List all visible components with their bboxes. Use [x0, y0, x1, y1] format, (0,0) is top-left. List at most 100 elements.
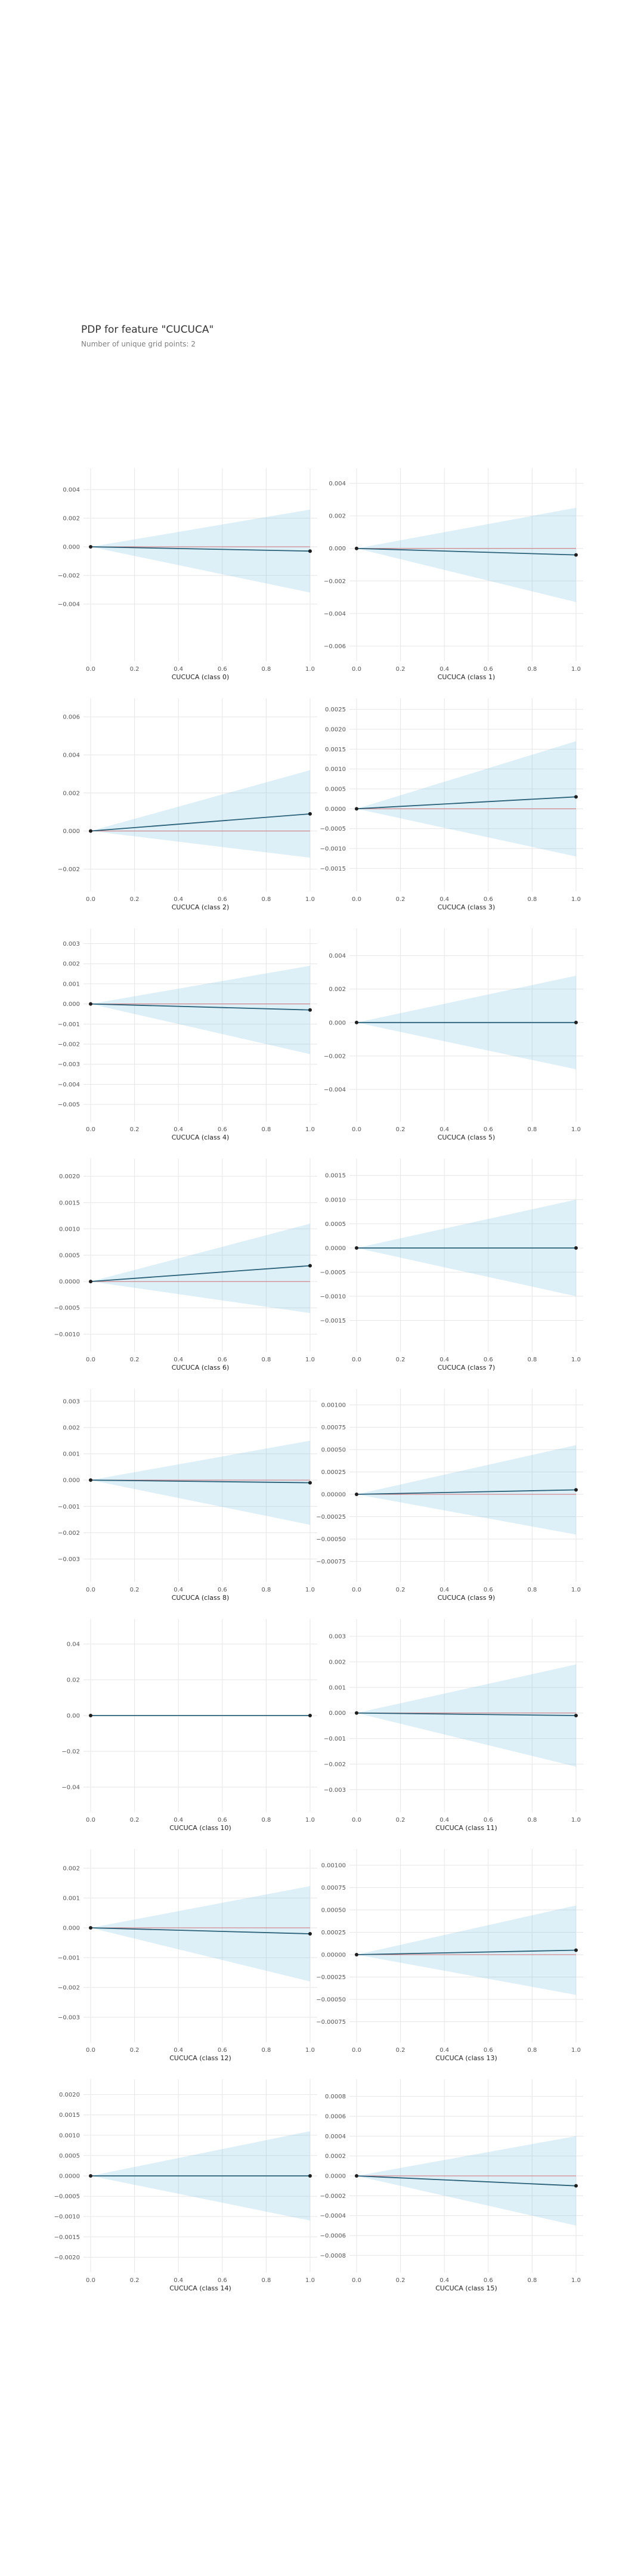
- x-tick-label: 0.4: [174, 1357, 183, 1363]
- x-tick-label: 0.2: [130, 1357, 140, 1363]
- x-axis-title: CUCUCA (class 4): [172, 1134, 230, 1141]
- x-tick-label: 0.8: [527, 2277, 537, 2284]
- y-tick-label: −0.00050: [316, 1997, 346, 2004]
- x-tick-label: 1.0: [571, 2047, 581, 2054]
- y-tick-label: 0.001: [63, 1451, 80, 1458]
- x-tick-label: 0.0: [86, 1817, 95, 1823]
- y-tick-label: 0.0020: [59, 1174, 80, 1180]
- x-tick-label: 0.6: [218, 1587, 227, 1593]
- x-axis-title: CUCUCA (class 13): [435, 2054, 497, 2062]
- pdp-point: [89, 829, 92, 833]
- y-tick-label: 0.00050: [321, 1447, 346, 1454]
- y-tick-label: −0.002: [324, 1761, 346, 1768]
- y-tick-label: 0.0015: [59, 2112, 80, 2119]
- y-tick-label: 0.0000: [325, 806, 346, 813]
- confidence-band: [91, 1441, 310, 1525]
- page-title: PDP for feature "CUCUCA": [81, 324, 214, 336]
- y-tick-label: −0.0005: [54, 1305, 80, 1312]
- pdp-point: [308, 812, 312, 816]
- x-tick-label: 0.8: [527, 1357, 537, 1363]
- x-tick-label: 0.0: [352, 1817, 361, 1823]
- confidence-band: [91, 1886, 310, 1981]
- x-axis-title: CUCUCA (class 6): [172, 1364, 230, 1371]
- x-tick-label: 1.0: [571, 1587, 581, 1593]
- x-tick-label: 0.6: [484, 1357, 493, 1363]
- y-tick-label: 0.000: [63, 828, 80, 835]
- confidence-band: [91, 770, 310, 858]
- subplot-class-11: −0.003 −0.002 −0.001 0.000 0.001 0.002 0.003 0.…: [324, 1619, 583, 1832]
- pdp-line: [90, 546, 311, 552]
- y-tick-label: −0.002: [58, 1042, 80, 1048]
- pdp-point: [89, 1714, 92, 1717]
- x-tick-label: 0.6: [484, 896, 493, 903]
- pdp-point: [574, 1020, 578, 1024]
- y-tick-label: 0.0000: [59, 2174, 80, 2180]
- x-axis-title: CUCUCA (class 9): [438, 1594, 496, 1602]
- pdp-point: [89, 545, 92, 549]
- x-tick-label: 0.8: [527, 896, 537, 903]
- x-tick-label: 0.6: [484, 666, 493, 673]
- y-tick-label: 0.0005: [59, 2153, 80, 2159]
- y-tick-label: 0.0010: [59, 2132, 80, 2139]
- x-tick-label: 0.6: [484, 2277, 493, 2284]
- x-tick-label: 0.6: [484, 1817, 493, 1823]
- y-tick-label: −0.001: [58, 1504, 80, 1510]
- subplot-class-8: −0.003 −0.002 −0.001 0.000 0.001 0.002 0.003 0.…: [58, 1389, 317, 1602]
- x-tick-label: 0.0: [86, 1126, 95, 1133]
- x-tick-label: 1.0: [305, 1587, 315, 1593]
- x-tick-label: 0.2: [396, 2047, 405, 2054]
- y-tick-label: 0.0005: [325, 1221, 346, 1228]
- pdp-point: [308, 1932, 312, 1936]
- y-tick-label: 0.0015: [59, 1200, 80, 1206]
- x-axis-title: CUCUCA (class 1): [438, 673, 496, 681]
- x-tick-label: 0.8: [261, 1817, 271, 1823]
- x-tick-label: 0.0: [86, 1357, 95, 1363]
- y-tick-label: −0.0005: [320, 1270, 346, 1276]
- x-tick-label: 0.0: [86, 896, 95, 903]
- pdp-line: [90, 1265, 311, 1283]
- pdp-point: [89, 2174, 92, 2178]
- pdp-line: [356, 1949, 577, 1955]
- subplot-class-12: −0.003 −0.002 −0.001 0.000 0.001 0.002 0.0 0.2 0…: [58, 1849, 317, 2062]
- y-tick-label: 0.0010: [325, 1197, 346, 1203]
- x-tick-label: 0.0: [352, 1126, 361, 1133]
- y-tick-label: −0.00075: [316, 2019, 346, 2026]
- x-axis-title: CUCUCA (class 0): [172, 673, 230, 681]
- y-tick-label: 0.000: [63, 1001, 80, 1008]
- y-tick-label: −0.0010: [54, 1332, 80, 1338]
- x-tick-label: 0.0: [352, 666, 361, 673]
- subplot-class-3: −0.0015 −0.0010 −0.0005 0.0000 0.0005 0.0010 0…: [320, 698, 583, 911]
- x-tick-label: 0.8: [261, 2047, 271, 2054]
- y-tick-label: −0.0004: [320, 2213, 346, 2219]
- y-tick-label: −0.004: [58, 602, 80, 608]
- pdp-line: [356, 1712, 577, 1716]
- y-tick-label: 0.0004: [325, 2134, 346, 2140]
- y-tick-label: −0.003: [324, 1787, 346, 1794]
- y-tick-label: 0.02: [67, 1677, 80, 1684]
- x-axis-title: CUCUCA (class 10): [169, 1824, 231, 1832]
- y-tick-label: 0.00000: [321, 1952, 346, 1959]
- y-tick-label: 0.004: [329, 953, 346, 959]
- pdp-point: [355, 1953, 358, 1956]
- x-tick-label: 1.0: [305, 2277, 315, 2284]
- confidence-band: [357, 507, 576, 602]
- y-tick-label: −0.003: [58, 1061, 80, 1068]
- y-tick-label: −0.0005: [320, 826, 346, 832]
- x-tick-label: 0.0: [352, 1587, 361, 1593]
- x-axis-title: CUCUCA (class 14): [169, 2284, 231, 2292]
- y-tick-label: −0.02: [61, 1749, 80, 1755]
- subplot-class-6: −0.0010 −0.0005 0.0000 0.0005 0.0010 0.0015 0.…: [54, 1159, 317, 1371]
- x-tick-label: 0.2: [396, 1817, 405, 1823]
- y-tick-label: −0.001: [324, 1736, 346, 1742]
- y-tick-label: 0.000: [329, 546, 346, 552]
- y-tick-label: 0.00050: [321, 1908, 346, 1914]
- x-tick-label: 0.6: [218, 1126, 227, 1133]
- y-tick-label: −0.005: [58, 1102, 80, 1109]
- x-tick-label: 0.2: [130, 1817, 140, 1823]
- pdp-point: [308, 1714, 312, 1717]
- x-tick-label: 0.8: [261, 1357, 271, 1363]
- y-tick-label: 0.0000: [59, 1279, 80, 1286]
- x-tick-label: 0.0: [352, 2047, 361, 2054]
- x-tick-label: 0.0: [352, 1357, 361, 1363]
- pdp-line: [356, 1489, 577, 1495]
